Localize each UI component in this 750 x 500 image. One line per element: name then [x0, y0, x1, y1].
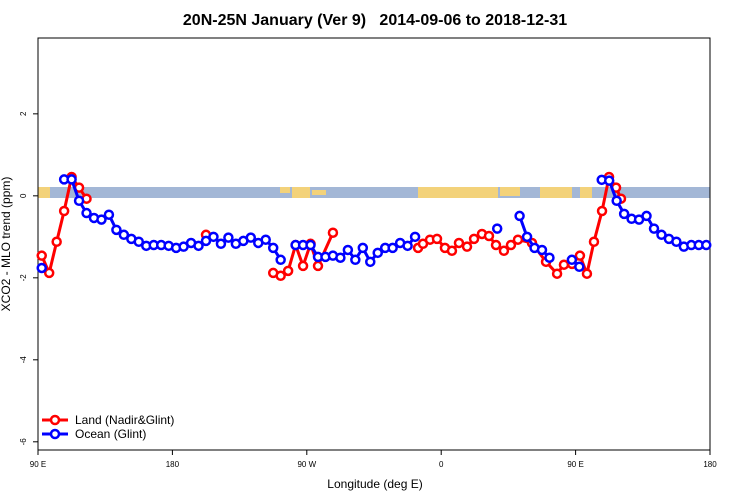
data-point [490, 239, 502, 251]
data-point [245, 232, 257, 243]
data-point [453, 237, 465, 249]
data-point [588, 236, 600, 247]
data-point [581, 268, 593, 279]
data-point [96, 214, 107, 225]
data-point [491, 223, 503, 234]
data-point [641, 210, 652, 222]
data-point [558, 259, 570, 270]
x-tick-label: 90 W [297, 460, 316, 469]
map-strip [38, 187, 710, 198]
data-point [275, 270, 286, 282]
legend-marker [49, 414, 61, 426]
data-point [521, 231, 533, 243]
data-point [282, 265, 294, 277]
data-point [656, 229, 667, 241]
data-point [514, 210, 525, 222]
data-point [133, 236, 145, 247]
data-point [701, 239, 712, 251]
data-point [446, 245, 458, 257]
data-point [574, 250, 586, 261]
y-tick-label: 0 [19, 193, 28, 198]
chart-title: 20N-25N January (Ver 9) 2014-09-06 to 20… [183, 12, 567, 29]
data-point [73, 195, 85, 207]
y-tick-label: -6 [19, 438, 28, 446]
data-point [357, 242, 369, 254]
data-point [335, 252, 346, 263]
data-point [618, 208, 630, 220]
data-point [461, 241, 473, 252]
data-point [305, 239, 316, 251]
data-point [536, 244, 548, 256]
data-point [223, 232, 234, 243]
data-point [43, 267, 55, 279]
legend-label: Land (Nadir&Glint) [75, 413, 174, 427]
data-point [431, 233, 443, 245]
x-tick-label: 180 [166, 460, 180, 469]
data-point [409, 231, 421, 243]
y-tick-label: -2 [19, 274, 28, 282]
data-point [81, 207, 92, 219]
data-point [505, 239, 517, 251]
data-point [103, 209, 115, 220]
data-point [342, 244, 354, 256]
x-tick-label: 90 E [30, 460, 46, 469]
data-point [118, 229, 130, 241]
data-point [603, 175, 615, 186]
data-point [215, 238, 227, 250]
data-point [51, 236, 62, 247]
data-point [312, 260, 324, 272]
x-tick-label: 90 E [567, 460, 583, 469]
data-point [498, 245, 510, 257]
data-point [200, 235, 212, 247]
data-point [671, 236, 682, 247]
data-point [275, 254, 286, 266]
x-axis-label: Longitude (deg E) [327, 477, 422, 491]
data-point [611, 195, 622, 207]
data-point [566, 254, 578, 266]
data-point [544, 252, 555, 263]
data-point [267, 242, 279, 254]
legend-label: Ocean (Glint) [75, 427, 146, 441]
data-point [483, 230, 495, 242]
data-point [350, 254, 361, 266]
data-point [66, 174, 77, 185]
data-point [327, 227, 339, 238]
data-point [648, 223, 660, 234]
legend-marker [49, 428, 61, 440]
data-point [193, 240, 204, 252]
data-point [387, 242, 398, 254]
data-point [208, 231, 219, 243]
y-tick-label: 2 [19, 111, 28, 116]
x-tick-label: 180 [703, 460, 717, 469]
data-point [512, 234, 524, 245]
data-point [402, 240, 413, 252]
data-point [574, 261, 585, 273]
data-point [297, 260, 309, 272]
x-tick-label: 0 [439, 460, 444, 469]
data-point [551, 268, 563, 279]
data-point [468, 233, 480, 245]
y-axis-label: XCO2 - MLO trend (ppm) [0, 177, 13, 312]
data-point [111, 224, 122, 236]
data-point [36, 262, 47, 274]
data-point [365, 256, 376, 268]
y-tick-label: -4 [19, 356, 28, 364]
data-point [596, 205, 608, 217]
data-point [260, 234, 271, 245]
data-point [372, 247, 383, 259]
data-point [36, 250, 47, 261]
data-point [58, 205, 70, 217]
